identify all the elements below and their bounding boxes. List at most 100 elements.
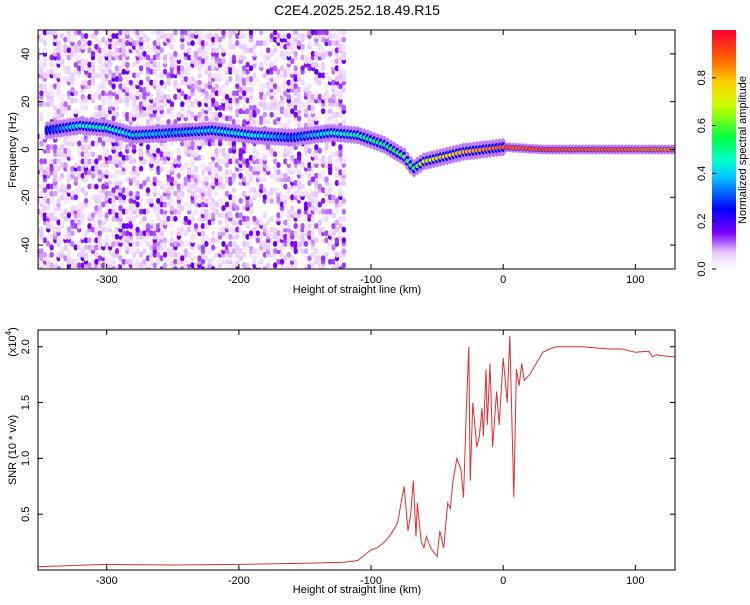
spectrogram-cell xyxy=(255,230,261,237)
spectrogram-cell xyxy=(104,40,109,47)
spectrogram-cell xyxy=(334,101,340,108)
spectrogram-cell xyxy=(283,43,288,50)
spectrogram-cell xyxy=(252,104,257,111)
spectrogram-cell xyxy=(80,212,85,219)
spectrogram-cell xyxy=(269,33,274,39)
spectrogram-cell xyxy=(238,86,243,93)
spectrogram-cell xyxy=(94,72,99,79)
spectrogram-cell xyxy=(53,72,58,79)
spectrogram-cell xyxy=(269,147,274,154)
spectrogram-cell xyxy=(200,208,206,215)
spectrogram-cell xyxy=(221,147,226,154)
spectrogram-cell xyxy=(217,43,223,50)
spectrogram-cell xyxy=(101,262,106,269)
spectrogram-cell xyxy=(262,266,267,269)
spectrogram-cell xyxy=(338,201,343,208)
spectrogram-cell xyxy=(187,162,192,168)
spectrogram-cell xyxy=(94,194,99,201)
spectrogram-cell xyxy=(193,201,199,208)
spectrogram-cell xyxy=(132,144,137,151)
spectrogram-cell xyxy=(338,251,343,258)
spectrogram-cell xyxy=(66,183,72,190)
spectrogram-cell xyxy=(176,194,182,201)
spectrogram-cell xyxy=(166,255,171,262)
spectrogram-cell xyxy=(142,230,147,237)
spectrogram-cell xyxy=(114,76,120,82)
spectrogram-cell xyxy=(266,190,271,197)
spectrogram-cell xyxy=(118,169,123,176)
spectrogram-cell xyxy=(238,172,243,179)
spectrogram-cell xyxy=(293,104,298,111)
spectrogram-cell xyxy=(341,215,346,222)
spectrogram-cell xyxy=(190,140,195,147)
spectrogram-cell xyxy=(169,230,175,237)
spectrogram-cell xyxy=(132,205,137,212)
spectrogram-cell xyxy=(307,40,312,47)
spectrogram-cell xyxy=(197,36,202,43)
spectrogram-cell xyxy=(300,86,305,93)
spectrogram-cell xyxy=(255,151,261,158)
spectrogram-cell xyxy=(221,212,226,219)
spectrogram-cell xyxy=(145,208,151,215)
spectrogram-cell xyxy=(59,237,65,244)
spectrogram-cell xyxy=(159,79,164,86)
spectrogram-cell xyxy=(104,255,109,262)
spectrogram-cell xyxy=(173,50,178,57)
spectrogram-cell xyxy=(97,40,103,47)
spectrogram-cell xyxy=(296,115,302,122)
y-tick-label: 1.5 xyxy=(20,395,32,410)
spectrogram-cell xyxy=(101,47,106,54)
spectrogram-cell xyxy=(66,226,72,233)
spectrogram-cell xyxy=(138,30,144,36)
spectrogram-cell xyxy=(279,65,285,72)
spectrogram-cell xyxy=(56,165,61,172)
spectrogram-cell xyxy=(290,115,295,122)
spectrogram-cell xyxy=(228,76,233,82)
spectrogram-cell xyxy=(334,40,340,47)
spectrogram-cell xyxy=(214,208,219,215)
spectrogram-cell xyxy=(310,93,316,100)
spectrogram-cell xyxy=(324,187,329,194)
spectrogram-cell xyxy=(331,40,336,47)
spectrogram-cell xyxy=(135,72,140,79)
spectrogram-cell xyxy=(276,212,281,219)
spectrogram-cell xyxy=(204,266,209,269)
spectrogram-cell xyxy=(90,158,96,165)
spectrogram-cell xyxy=(224,266,230,269)
spectrogram-cell xyxy=(238,226,243,233)
spectrogram-cell xyxy=(73,244,79,251)
spectrogram-cell xyxy=(290,154,295,161)
spectrogram-cell xyxy=(228,266,233,269)
spectrogram-cell xyxy=(121,194,127,201)
spectrogram-cell xyxy=(166,201,171,208)
spectrogram-cell xyxy=(252,147,257,154)
spectrogram-cell xyxy=(248,86,254,93)
spectrogram-cell xyxy=(231,240,237,247)
spectrogram-cell xyxy=(190,262,195,269)
spectrogram-cell xyxy=(66,172,72,179)
spectrogram-cell xyxy=(262,194,267,201)
spectrogram-cell xyxy=(90,244,96,251)
spectrogram-cell xyxy=(334,197,340,204)
spectrogram-cell xyxy=(87,93,92,100)
spectrogram-cell xyxy=(293,65,298,72)
spectrogram-cell xyxy=(114,190,120,197)
spectrogram-cell xyxy=(80,233,85,240)
spectrogram-cell xyxy=(162,33,168,39)
spectrogram-cell xyxy=(77,30,82,36)
spectrogram-cell xyxy=(90,165,96,172)
spectrogram-cell xyxy=(38,169,41,176)
spectrogram-cell xyxy=(159,194,164,201)
spectrogram-cell xyxy=(42,144,48,151)
spectrogram-cell xyxy=(321,47,326,54)
spectrogram-cell xyxy=(334,76,340,82)
spectrogram-cell xyxy=(152,205,157,212)
spectrogram-cell xyxy=(138,65,144,72)
spectrogram-cell xyxy=(214,33,219,39)
spectrogram-cell xyxy=(114,54,120,61)
spectrogram-cell xyxy=(327,194,333,201)
spectrogram-cell xyxy=(334,151,340,158)
spectrogram-cell xyxy=(152,40,157,47)
colorbar-tick-label: 0.4 xyxy=(696,166,708,181)
spectrogram-cell xyxy=(111,115,116,122)
